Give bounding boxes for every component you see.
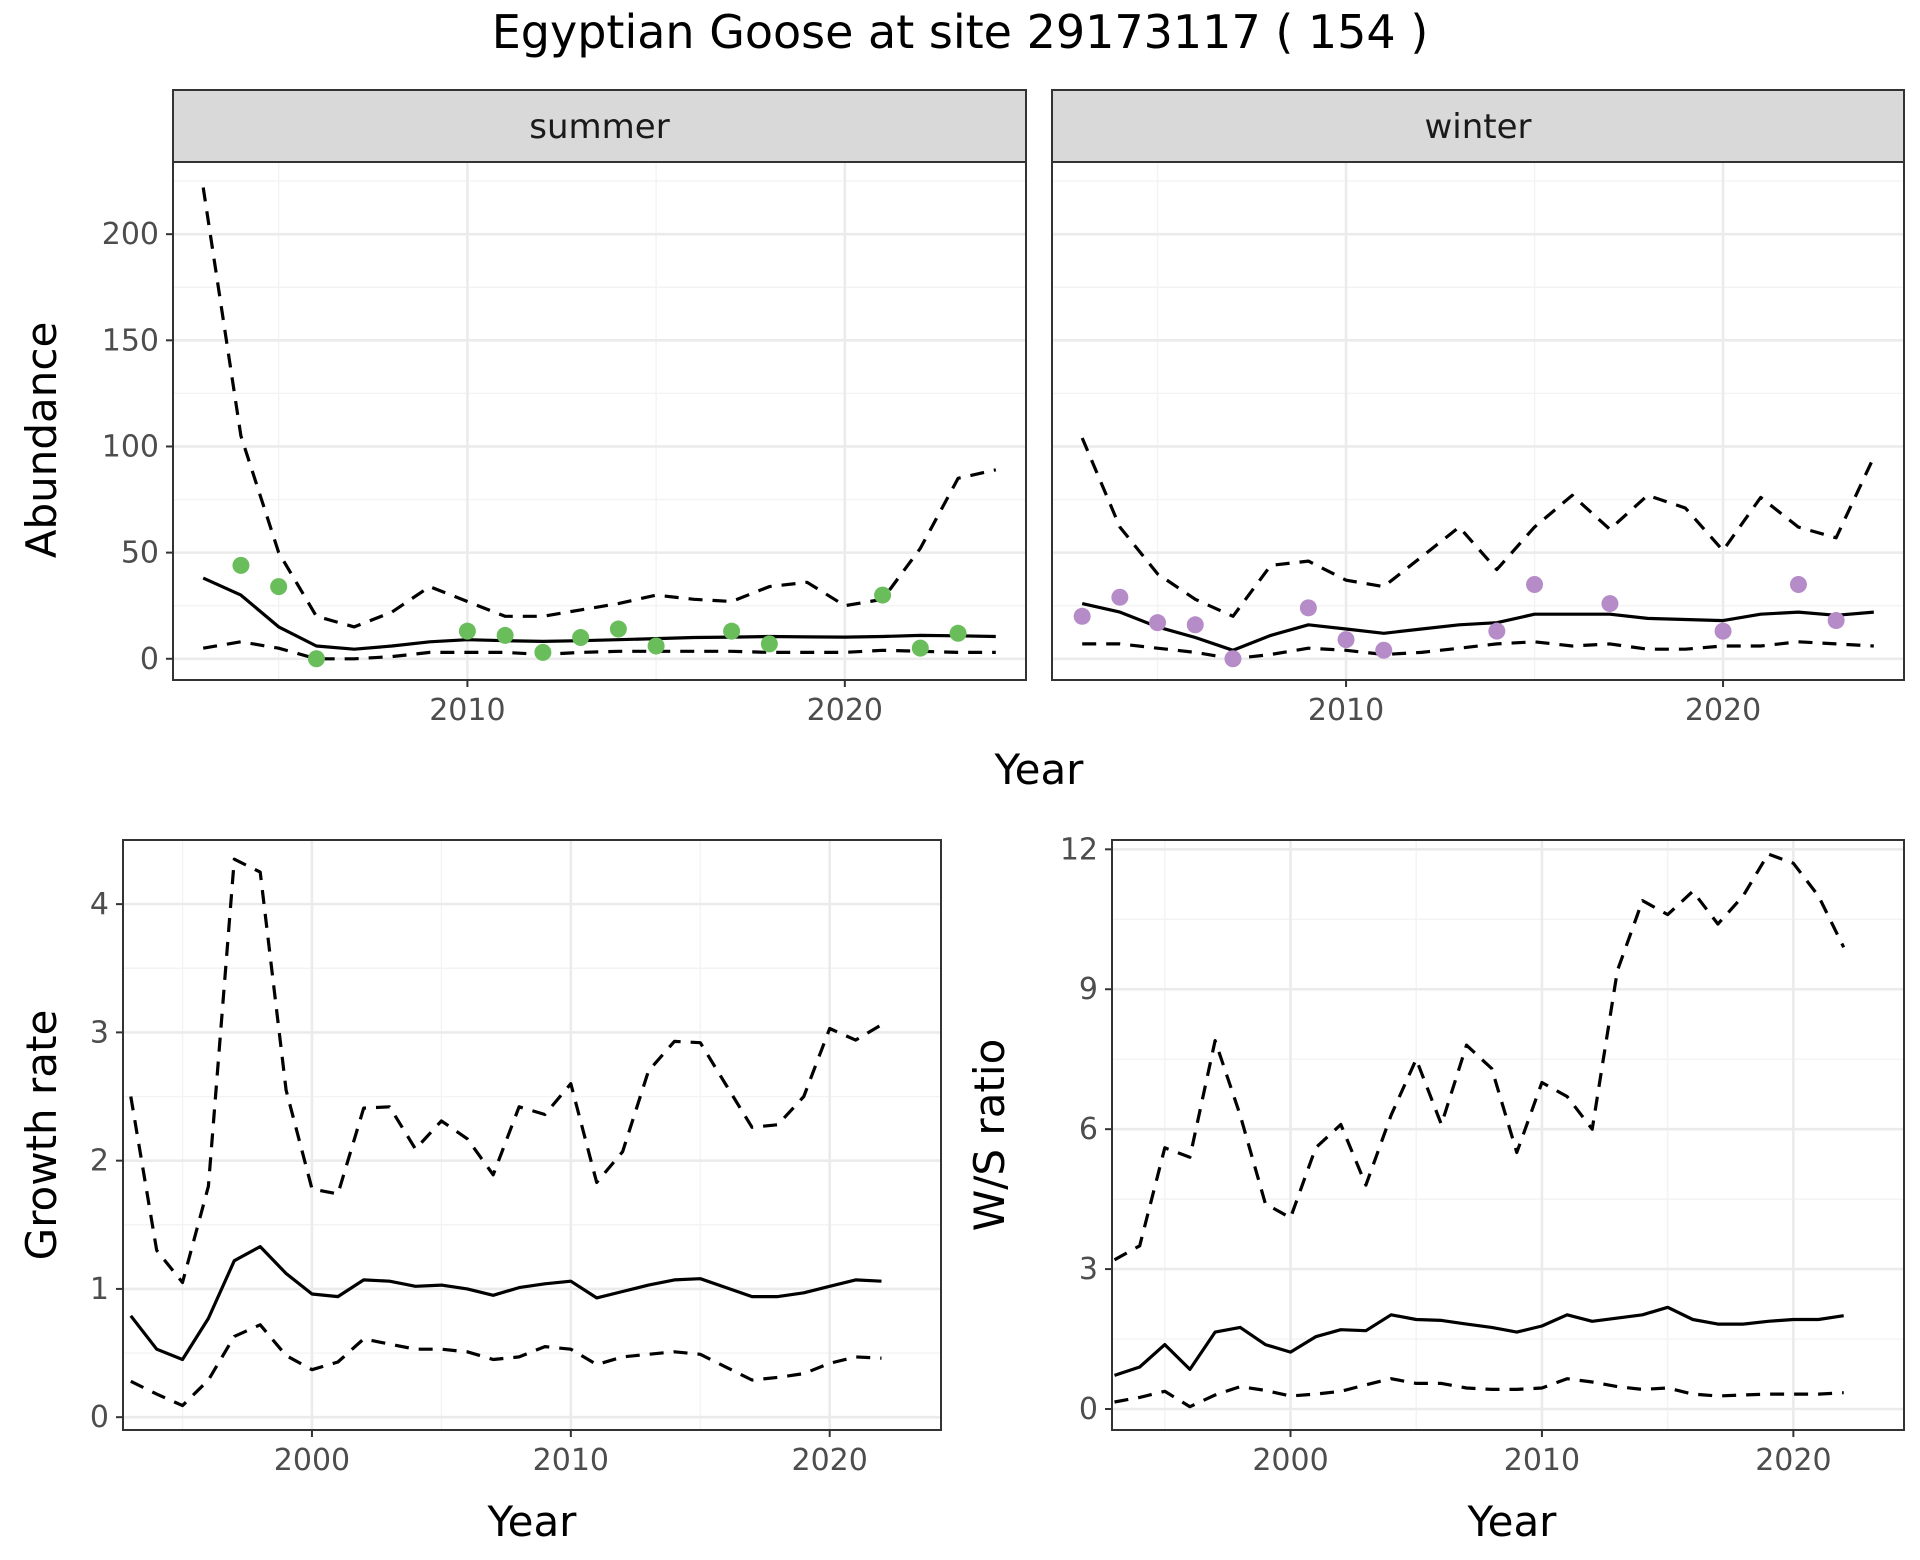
observed-point [496,626,514,644]
fit-line [129,1245,882,1362]
observed-point [1601,595,1619,613]
series-layer [1073,437,1876,668]
y-tick-label: 0 [1079,1392,1098,1427]
grid [173,162,1026,680]
ws-ratio-panel: 2000 2010 2020 0 3 6 9 12 W/S ratio Year [965,832,1905,1546]
observed-point [1488,622,1506,640]
observed-point [270,578,288,596]
series-layer [201,187,997,668]
y-axis-title-growth-rate: Growth rate [17,1010,66,1261]
fit-line [1081,602,1874,652]
x-tick-label: 2010 [533,1443,609,1478]
y-tick-label: 12 [1060,832,1098,867]
observed-point [232,556,250,574]
fit-line [1113,1305,1844,1377]
panel-border [1111,839,1905,1431]
y-tick-label: 6 [1079,1112,1098,1147]
y-tick-label: 9 [1079,972,1098,1007]
x-tick-label: 2010 [1504,1443,1580,1478]
observed-point [1714,622,1732,640]
y-tick-label: 2 [90,1144,109,1179]
fit-line [202,576,996,651]
y-axis-title-abundance: Abundance [17,322,66,559]
x-axis-title-abundance: Year [994,745,1085,794]
observed-point [307,650,325,668]
observed-point [760,635,778,653]
observed-point [874,586,892,604]
panel-border [122,839,942,1431]
observed-point [1073,607,1091,625]
y-tick-label: 0 [140,642,159,677]
chart-title: Egyptian Goose at site 29173117 ( 154 ) [492,5,1429,59]
series-layer [1113,852,1846,1409]
facet-strip-summer [172,89,1027,163]
x-tick-label: 2020 [1685,693,1761,728]
x-tick-label: 2010 [1308,693,1384,728]
x-axis-title-ws-ratio: Year [1467,1497,1558,1546]
lower-line [130,1323,882,1408]
panel-border [1051,161,1905,681]
y-tick-label: 3 [1079,1252,1098,1287]
y-tick-label: 150 [102,323,159,358]
panel-border [172,161,1027,681]
y-axis-title-ws-ratio: W/S ratio [965,1039,1014,1232]
observed-point [1526,575,1544,593]
observed-point [609,620,627,638]
y-tick-label: 100 [102,429,159,464]
x-tick-label: 2000 [1252,1443,1328,1478]
y-tick-label: 1 [90,1272,109,1307]
y-tick-label: 4 [90,887,109,922]
observed-point [458,622,476,640]
observed-point [1375,641,1393,659]
x-tick-label: 2020 [1755,1443,1831,1478]
grid [1112,840,1904,1430]
upper-line [201,187,997,629]
upper-line [129,857,883,1285]
series-layer [129,857,883,1408]
observed-point [911,639,929,657]
lower-line [1114,1377,1844,1409]
y-tick-label: 200 [102,217,159,252]
observed-point [1337,631,1355,649]
observed-point [723,622,741,640]
observed-point [1827,612,1845,630]
x-axis-title-growth-rate: Year [487,1497,578,1546]
x-tick-label: 2020 [792,1443,868,1478]
y-tick-label: 3 [90,1015,109,1050]
grid [1052,162,1904,680]
abundance-winter-panel: winter 2010 2020 [1051,89,1905,728]
y-tick-label: 0 [90,1400,109,1435]
observed-point [572,629,590,647]
x-tick-label: 2000 [274,1443,350,1478]
x-tick-label: 2010 [429,693,505,728]
upper-line [1113,852,1846,1262]
observed-point [1224,650,1242,668]
facet-label-summer: summer [529,107,669,147]
observed-point [1186,616,1204,634]
y-tick-label: 50 [121,536,159,571]
observed-point [949,624,967,642]
upper-line [1080,437,1876,618]
x-tick-label: 2020 [807,693,883,728]
growth-rate-panel: 2000 2010 2020 0 1 2 3 4 Growth rate Year [17,839,942,1546]
grid [123,839,941,1430]
observed-point [1789,575,1807,593]
abundance-summer-panel: summer 2010 2020 0 50 100 150 200 Abundance [17,89,1027,728]
lower-line [1082,640,1874,661]
observed-point [1299,599,1317,617]
observed-point [647,637,665,655]
observed-point [534,643,552,661]
observed-point [1149,614,1167,632]
observed-point [1111,588,1129,606]
facet-label-winter: winter [1424,107,1531,147]
